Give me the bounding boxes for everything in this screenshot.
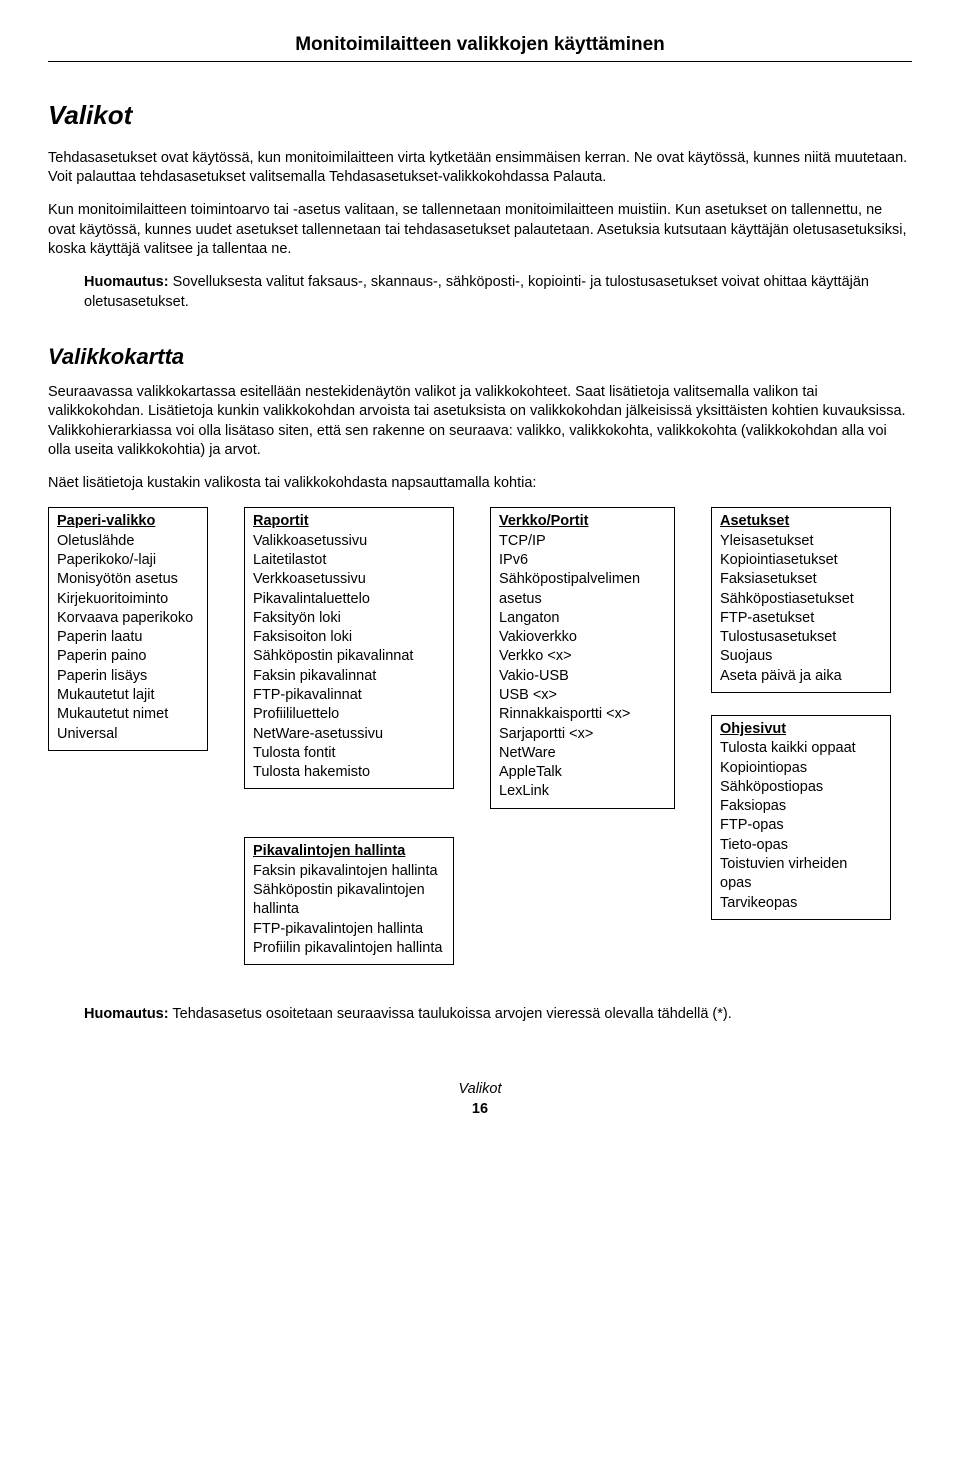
asetukset-item[interactable]: Tulostusasetukset <box>720 628 882 647</box>
verkko-item[interactable]: AppleTalk <box>499 763 666 782</box>
footer-note: Huomautus: Tehdasasetus osoitetaan seura… <box>84 1005 912 1024</box>
verkko-item[interactable]: Sähköpostipalvelimen asetus <box>499 570 666 609</box>
column-4: Asetukset Yleisasetukset Kopiointiasetuk… <box>711 507 891 919</box>
asetukset-item[interactable]: Sähköpostiasetukset <box>720 590 882 609</box>
raportit-item[interactable]: Faksin pikavalinnat <box>253 667 445 686</box>
pikavalintojen-item[interactable]: Profiilin pikavalintojen hallinta <box>253 939 445 958</box>
paperi-item[interactable]: Monisyötön asetus <box>57 570 199 589</box>
verkko-title[interactable]: Verkko/Portit <box>499 513 588 529</box>
verkko-item[interactable]: NetWare <box>499 744 666 763</box>
column-2: Raportit Valikkoasetussivu Laitetilastot… <box>244 507 454 965</box>
raportit-item[interactable]: Pikavalintaluettelo <box>253 590 445 609</box>
ohjesivut-item[interactable]: Sähköpostiopas <box>720 778 882 797</box>
verkko-item[interactable]: Sarjaportti <x> <box>499 725 666 744</box>
paperi-item[interactable]: Mukautetut lajit <box>57 686 199 705</box>
verkko-item[interactable]: Langaton <box>499 609 666 628</box>
pikavalintojen-item[interactable]: Faksin pikavalintojen hallinta <box>253 862 445 881</box>
header-divider <box>48 61 912 62</box>
valikot-paragraph-1: Tehdasasetukset ovat käytössä, kun monit… <box>48 149 912 188</box>
paperi-item[interactable]: Paperin paino <box>57 647 199 666</box>
valikkokartta-paragraph-2: Näet lisätietoja kustakin valikosta tai … <box>48 474 912 493</box>
asetukset-item[interactable]: Kopiointiasetukset <box>720 551 882 570</box>
ohjesivut-item[interactable]: Kopiointiopas <box>720 759 882 778</box>
asetukset-title[interactable]: Asetukset <box>720 513 789 529</box>
page-header-title: Monitoimilaitteen valikkojen käyttäminen <box>48 32 912 57</box>
paperi-item[interactable]: Korvaava paperikoko <box>57 609 199 628</box>
ohjesivut-menu-box: Ohjesivut Tulosta kaikki oppaat Kopioint… <box>711 715 891 920</box>
ohjesivut-item[interactable]: Tarvikeopas <box>720 894 882 913</box>
asetukset-item[interactable]: Suojaus <box>720 647 882 666</box>
column-1: Paperi-valikko Oletuslähde Paperikoko/-l… <box>48 507 208 750</box>
column-3: Verkko/Portit TCP/IP IPv6 Sähköpostipalv… <box>490 507 675 808</box>
verkko-item[interactable]: IPv6 <box>499 551 666 570</box>
asetukset-menu-box: Asetukset Yleisasetukset Kopiointiasetuk… <box>711 507 891 693</box>
paperi-title[interactable]: Paperi-valikko <box>57 513 155 529</box>
ohjesivut-item[interactable]: FTP-opas <box>720 816 882 835</box>
valikkokartta-paragraph-1: Seuraavassa valikkokartassa esitellään n… <box>48 383 912 460</box>
raportit-item[interactable]: NetWare-asetussivu <box>253 725 445 744</box>
paperi-item[interactable]: Kirjekuoritoiminto <box>57 590 199 609</box>
footer-note-text: Tehdasasetus osoitetaan seuraavissa taul… <box>172 1006 731 1022</box>
ohjesivut-item[interactable]: Toistuvien virheiden opas <box>720 855 882 894</box>
raportit-item[interactable]: FTP-pikavalinnat <box>253 686 445 705</box>
raportit-item[interactable]: Sähköpostin pikavalinnat <box>253 647 445 666</box>
valikkokartta-heading: Valikkokartta <box>48 342 912 371</box>
verkko-item[interactable]: Verkko <x> <box>499 647 666 666</box>
pikavalintojen-item[interactable]: FTP-pikavalintojen hallinta <box>253 920 445 939</box>
raportit-menu-box: Raportit Valikkoasetussivu Laitetilastot… <box>244 507 454 789</box>
asetukset-item[interactable]: Faksiasetukset <box>720 570 882 589</box>
raportit-title[interactable]: Raportit <box>253 513 309 529</box>
verkko-item[interactable]: Vakio-USB <box>499 667 666 686</box>
raportit-item[interactable]: Verkkoasetussivu <box>253 570 445 589</box>
paperi-item[interactable]: Mukautetut nimet <box>57 705 199 724</box>
pikavalintojen-title[interactable]: Pikavalintojen hallinta <box>253 843 405 859</box>
footer-section-title: Valikot <box>48 1080 912 1099</box>
paperi-menu-box: Paperi-valikko Oletuslähde Paperikoko/-l… <box>48 507 208 750</box>
ohjesivut-item[interactable]: Tulosta kaikki oppaat <box>720 739 882 758</box>
paperi-item[interactable]: Oletuslähde <box>57 532 199 551</box>
note-label: Huomautus: <box>84 274 169 290</box>
raportit-item[interactable]: Profiililuettelo <box>253 705 445 724</box>
paperi-item[interactable]: Paperin laatu <box>57 628 199 647</box>
raportit-item[interactable]: Tulosta hakemisto <box>253 763 445 782</box>
footer-note-label: Huomautus: <box>84 1006 169 1022</box>
verkko-item[interactable]: TCP/IP <box>499 532 666 551</box>
menu-columns: Paperi-valikko Oletuslähde Paperikoko/-l… <box>48 507 912 965</box>
paperi-item[interactable]: Paperin lisäys <box>57 667 199 686</box>
page-footer: Valikot 16 <box>48 1080 912 1119</box>
verkko-item[interactable]: Rinnakkaisportti <x> <box>499 705 666 724</box>
valikot-heading: Valikot <box>48 98 912 133</box>
paperi-item[interactable]: Universal <box>57 725 199 744</box>
verkko-menu-box: Verkko/Portit TCP/IP IPv6 Sähköpostipalv… <box>490 507 675 808</box>
verkko-item[interactable]: LexLink <box>499 782 666 801</box>
raportit-item[interactable]: Faksisoiton loki <box>253 628 445 647</box>
asetukset-item[interactable]: Aseta päivä ja aika <box>720 667 882 686</box>
note-text: Sovelluksesta valitut faksaus-, skannaus… <box>84 274 869 309</box>
asetukset-item[interactable]: Yleisasetukset <box>720 532 882 551</box>
asetukset-item[interactable]: FTP-asetukset <box>720 609 882 628</box>
footer-page-number: 16 <box>48 1100 912 1119</box>
verkko-item[interactable]: Vakioverkko <box>499 628 666 647</box>
ohjesivut-item[interactable]: Tieto-opas <box>720 836 882 855</box>
valikot-paragraph-2: Kun monitoimilaitteen toimintoarvo tai -… <box>48 201 912 259</box>
raportit-item[interactable]: Faksityön loki <box>253 609 445 628</box>
valikot-note: Huomautus: Sovelluksesta valitut faksaus… <box>84 273 912 312</box>
paperi-item[interactable]: Paperikoko/-laji <box>57 551 199 570</box>
pikavalintojen-menu-box: Pikavalintojen hallinta Faksin pikavalin… <box>244 837 454 965</box>
raportit-item[interactable]: Laitetilastot <box>253 551 445 570</box>
verkko-item[interactable]: USB <x> <box>499 686 666 705</box>
raportit-item[interactable]: Valikkoasetussivu <box>253 532 445 551</box>
raportit-item[interactable]: Tulosta fontit <box>253 744 445 763</box>
ohjesivut-item[interactable]: Faksiopas <box>720 797 882 816</box>
pikavalintojen-item[interactable]: Sähköpostin pikavalintojen hallinta <box>253 881 445 920</box>
ohjesivut-title[interactable]: Ohjesivut <box>720 721 786 737</box>
